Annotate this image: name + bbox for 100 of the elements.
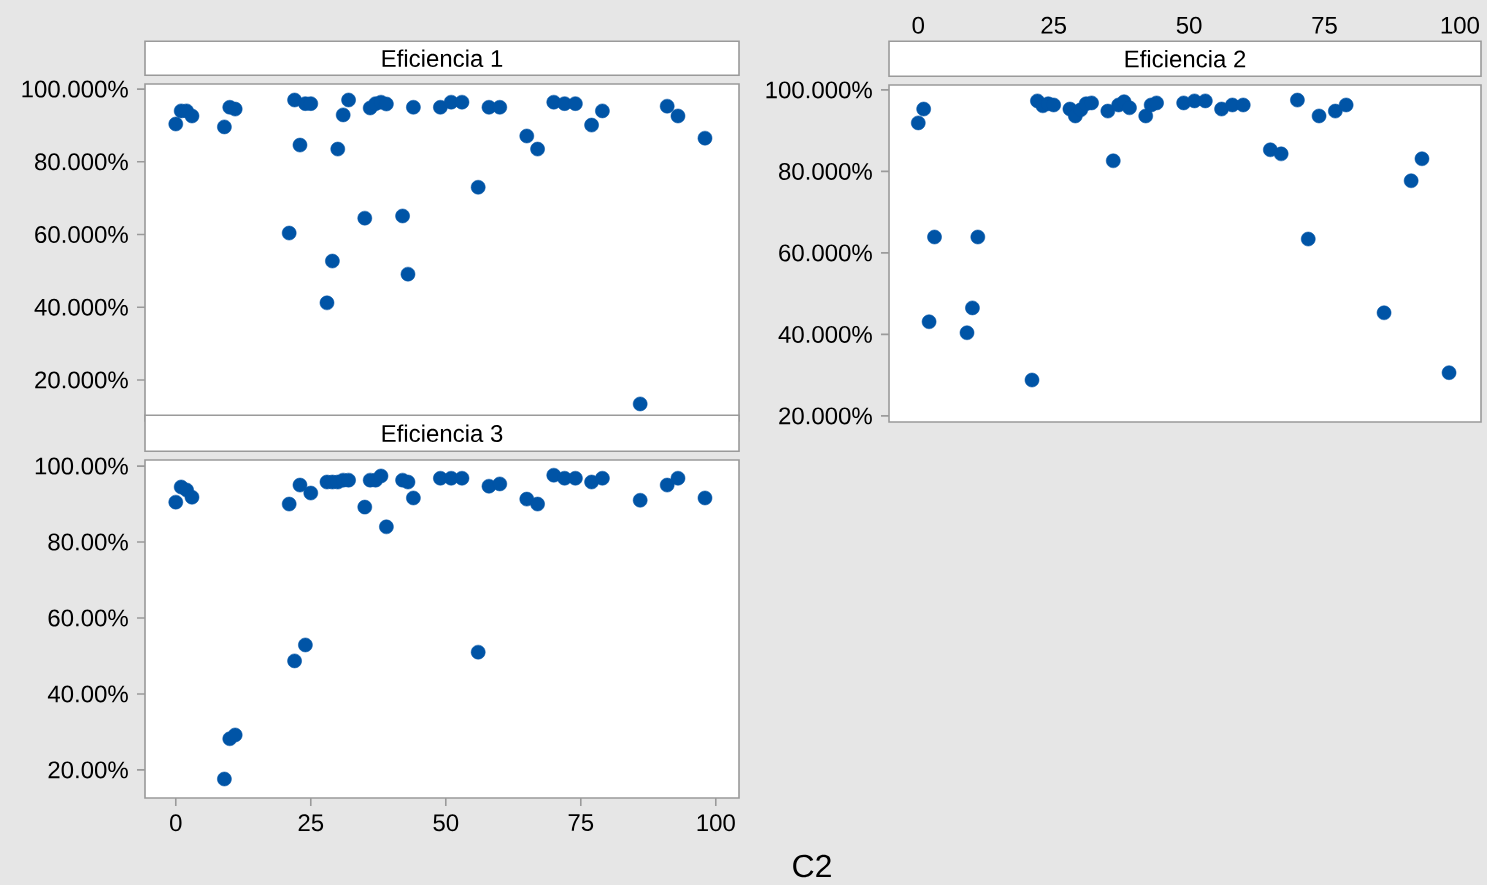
point	[168, 494, 184, 510]
point	[1198, 93, 1213, 109]
point	[227, 727, 243, 743]
point	[568, 96, 583, 111]
point	[921, 314, 937, 330]
chart-title: Eficiencia 3	[382, 424, 503, 443]
x-tick-label: 75	[1312, 16, 1337, 34]
y-tick-label: 40.00%	[47, 685, 128, 703]
point	[595, 470, 610, 486]
point	[281, 225, 297, 241]
point	[292, 477, 308, 493]
point	[1328, 103, 1343, 119]
x-tick-label: 50	[433, 814, 459, 832]
x-tick-label: 0	[170, 814, 182, 832]
point	[1290, 92, 1305, 108]
point	[659, 98, 675, 114]
point	[281, 496, 297, 512]
point	[1263, 142, 1278, 158]
point	[530, 141, 545, 157]
point	[395, 208, 410, 224]
point	[217, 119, 232, 135]
point	[659, 477, 675, 493]
point	[373, 468, 389, 484]
point	[406, 100, 421, 115]
y-tick-label: 100.00%	[35, 457, 128, 475]
point	[335, 107, 351, 123]
chart-title: Eficiencia 2	[1125, 49, 1246, 68]
point	[470, 644, 486, 660]
point	[697, 130, 713, 146]
point	[530, 496, 545, 512]
point	[303, 485, 319, 501]
point	[916, 101, 931, 117]
point	[697, 490, 713, 506]
y-tick-label: 40.000%	[778, 325, 872, 343]
point	[319, 295, 335, 311]
y-tick-label: 100.000%	[22, 80, 128, 98]
point	[1311, 108, 1327, 124]
y-tick-label: 60.000%	[779, 244, 872, 262]
y-tick-label: 80.000%	[779, 162, 872, 180]
point	[184, 489, 200, 505]
chart-title: Eficiencia 1	[382, 49, 503, 68]
point	[595, 103, 610, 119]
point	[910, 115, 926, 131]
point	[1105, 153, 1121, 169]
x-tick-label: 25	[1041, 16, 1066, 34]
point	[1338, 97, 1354, 113]
point	[341, 92, 356, 108]
point	[492, 476, 508, 492]
x-tick-label: 100	[1441, 16, 1479, 34]
point	[959, 325, 975, 341]
point	[492, 100, 508, 115]
point	[325, 253, 340, 269]
point	[927, 229, 942, 245]
x-tick-label: 25	[298, 814, 324, 832]
point	[298, 637, 313, 653]
y-tick-label: 100.000%	[766, 81, 872, 99]
x-tick-label: 0	[912, 16, 925, 34]
point	[1300, 231, 1316, 247]
point	[1149, 95, 1164, 111]
point	[379, 519, 394, 535]
point	[1235, 97, 1251, 113]
point	[330, 141, 346, 157]
y-tick-label: 20.000%	[35, 371, 128, 389]
point	[184, 108, 200, 124]
point	[357, 210, 373, 226]
y-tick-label: 60.000%	[35, 226, 128, 243]
point	[357, 499, 373, 515]
point	[670, 470, 686, 486]
y-tick-label: 80.00%	[48, 533, 128, 551]
point	[168, 116, 184, 132]
point	[965, 300, 980, 316]
point	[1414, 151, 1430, 167]
point	[1273, 146, 1289, 162]
point	[970, 229, 986, 245]
point	[568, 470, 583, 486]
point	[584, 117, 599, 133]
point	[379, 96, 394, 112]
point	[670, 108, 686, 124]
point	[1138, 108, 1154, 124]
y-tick-label: 20.000%	[779, 407, 872, 425]
point	[292, 137, 308, 153]
point	[632, 396, 648, 412]
x-tick-label: 50	[1176, 16, 1202, 34]
y-tick-label: 40.000%	[34, 298, 128, 316]
y-tick-label: 60.00%	[48, 609, 128, 627]
point	[454, 94, 470, 110]
point	[519, 128, 535, 144]
point	[1024, 372, 1040, 388]
point	[1122, 100, 1137, 116]
point	[400, 266, 416, 282]
y-tick-label: 20.00%	[48, 761, 128, 779]
point	[632, 492, 648, 508]
x-tick-label: 75	[568, 814, 594, 832]
x-axis-title: C2	[793, 854, 831, 878]
point	[1376, 305, 1392, 321]
point	[287, 653, 302, 669]
point	[433, 100, 448, 115]
y-tick-label: 80.000%	[35, 153, 128, 171]
point	[1403, 173, 1419, 189]
point	[1100, 103, 1116, 119]
